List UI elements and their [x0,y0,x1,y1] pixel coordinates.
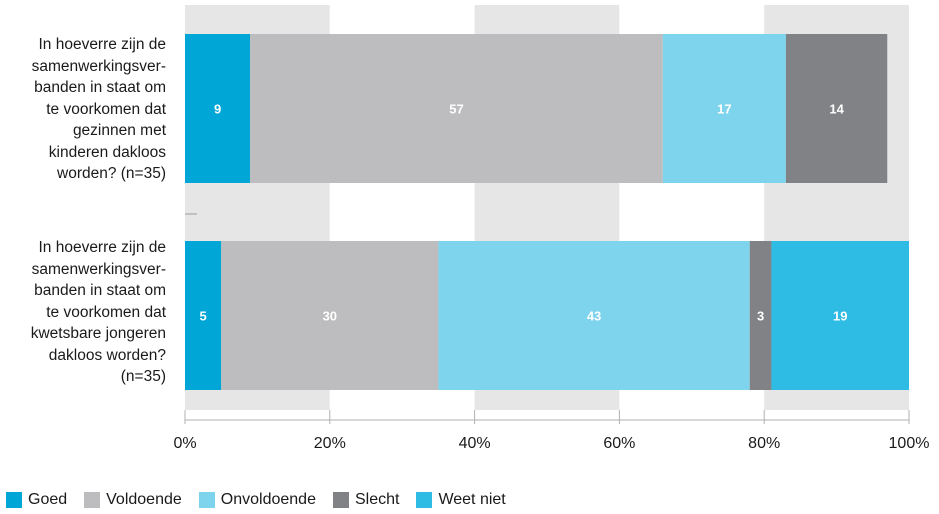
x-tick-label: 20% [314,435,346,452]
category-label-line: banden in staat om [34,79,166,96]
category-label-line: te voorkomen dat [46,100,166,118]
legend-item: Onvoldoende [198,491,316,509]
data-label: 19 [833,309,847,324]
legend-item: Voldoende [84,491,182,509]
bar-segment [662,34,786,183]
x-tick-label: 100% [889,435,930,452]
category-label-line: (n=35) [120,368,166,385]
category-label-line: samenwerkingsver- [31,57,166,75]
category-label-line: banden in staat om [34,282,166,299]
category-label: In hoeverre zijn de samenwerkingsver-band… [0,34,166,185]
bar-segment [749,241,772,390]
bar-segment [438,241,750,390]
bar-segment [771,241,909,390]
bar-segment [785,34,888,183]
category-label-line: te voorkomen dat [46,303,166,321]
bar-segment [250,34,663,183]
category-label-line: gezinnen met [72,122,166,139]
legend-swatch [416,492,433,508]
legend-swatch [6,492,22,508]
category-label-line: kinderen dakloos [48,143,166,161]
bar-segment [221,241,439,390]
x-tick-label: 80% [748,435,780,452]
legend-label: Onvoldoende [220,491,316,508]
legend-item: Slecht [332,491,400,509]
category-label-line: samenwerkingsver- [31,260,166,278]
legend: Goed Voldoende Onvoldoende Slecht Weet niet [6,490,523,510]
data-label: 57 [449,102,463,117]
x-tick-label: 40% [459,435,491,452]
data-label: 43 [587,309,601,324]
legend-label: Goed [28,491,68,508]
category-label-line: dakloos worden? [48,346,166,364]
legend-swatch [198,492,215,508]
bar-segment [185,241,222,390]
data-label: 17 [717,102,731,117]
legend-label: Voldoende [106,491,182,508]
category-label-line: In hoeverre zijn de [38,239,166,256]
data-label: 5 [199,309,206,324]
category-label: In hoeverre zijn de samenwerkingsver-band… [0,237,166,388]
data-label: 30 [323,309,337,324]
data-label: 9 [214,102,221,117]
x-tick-label: 0% [173,435,196,452]
legend-swatch [84,492,101,508]
legend-item: Goed [6,491,67,509]
data-label: 14 [829,102,844,117]
category-label-line: In hoeverre zijn de [38,36,166,53]
category-label-line: worden? (n=35) [57,165,166,182]
legend-label: Slecht [354,491,400,508]
x-tick-label: 60% [603,435,635,452]
bar-segment [185,34,251,183]
data-label: 3 [757,309,764,324]
category-label-line: kwetsbare jongeren [30,325,166,342]
legend-item: Weet niet [416,491,506,509]
legend-swatch [332,492,349,508]
legend-label: Weet niet [438,491,506,508]
